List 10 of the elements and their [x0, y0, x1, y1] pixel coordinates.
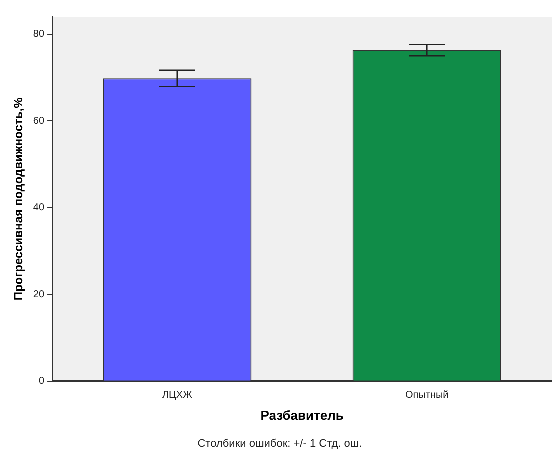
- text: Столбики ошибок: +/- 1 Стд. ош.: [196, 438, 364, 450]
- x-tick-label: ЛЦХЖ: [162, 390, 194, 402]
- y-tick-label: 20: [33, 289, 45, 300]
- y-tick-label: 80: [33, 29, 45, 40]
- y-tick-label: 40: [33, 202, 45, 214]
- y-axis-title: Прогрессивная пододвижность,%: [12, 97, 26, 301]
- x-tick-label: Опытный: [406, 390, 449, 402]
- y-tick-label: 60: [33, 116, 45, 127]
- x-axis-title: Разбавитель: [260, 408, 344, 423]
- y-tick-label: 0: [38, 376, 45, 388]
